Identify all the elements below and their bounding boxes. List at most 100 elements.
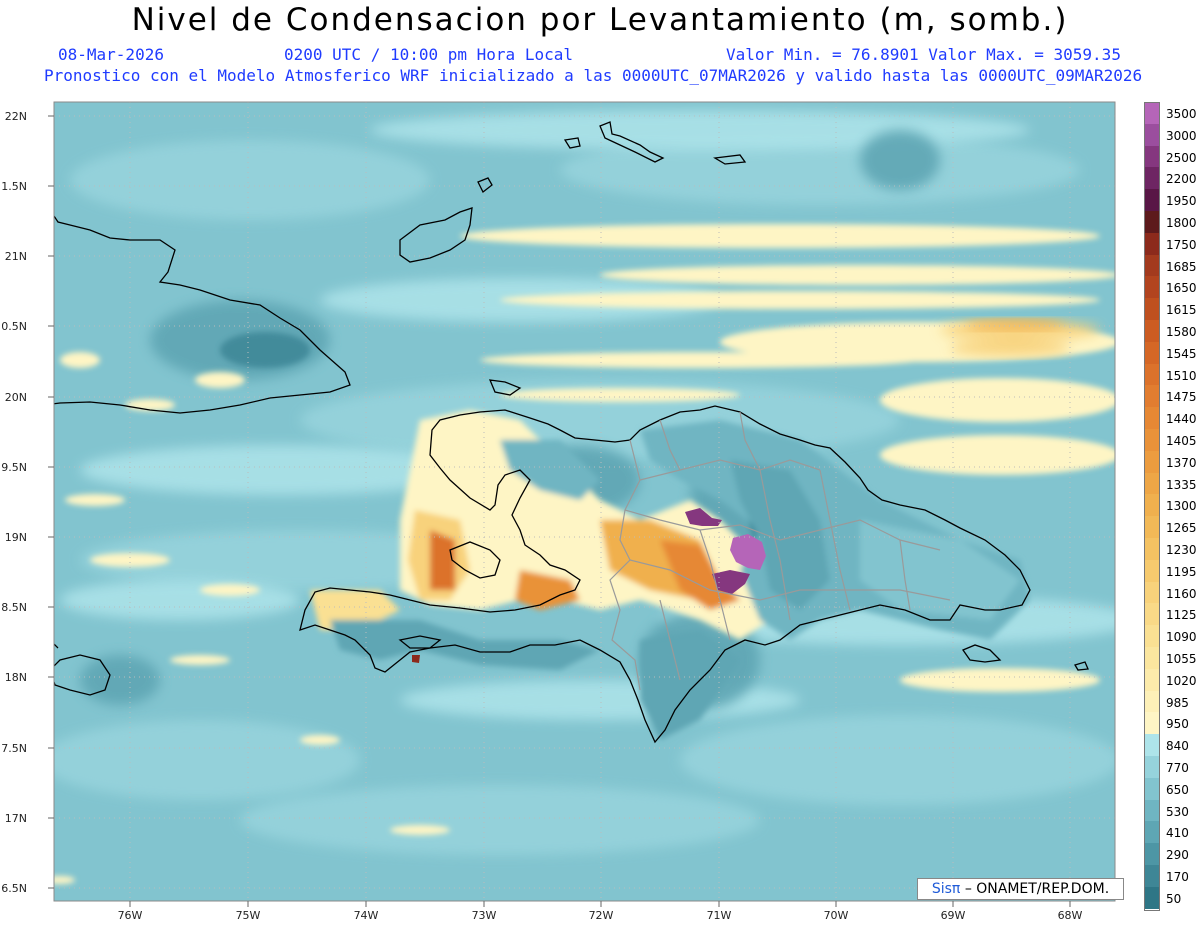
colorbar-swatch [1145, 450, 1159, 474]
colorbar-swatch [1145, 668, 1159, 692]
lat-label-21-5n: 1.5N [1, 180, 27, 193]
lon-label-69w: 69W [941, 909, 966, 922]
lon-label-76w: 76W [118, 909, 143, 922]
colorbar-swatch [1145, 559, 1159, 583]
lon-label-74w: 74W [354, 909, 379, 922]
colorbar-frame [1144, 102, 1160, 911]
valid-date: 08-Mar-2026 [58, 45, 164, 64]
credit-brand: Sis [931, 881, 952, 897]
colorbar-label: 1370 [1166, 455, 1197, 470]
colorbar-label: 1265 [1166, 521, 1197, 536]
colorbar-label: 650 [1166, 782, 1189, 797]
colorbar-label: 1475 [1166, 390, 1197, 405]
colorbar-swatch [1145, 298, 1159, 321]
colorbar-label: 1615 [1166, 303, 1197, 318]
lat-label-16-5n: 6.5N [1, 882, 27, 895]
colorbar-label: 950 [1166, 717, 1189, 732]
lat-label-17-5n: 7.5N [1, 742, 27, 755]
value-range: Valor Min. = 76.8901 Valor Max. = 3059.3… [726, 45, 1121, 64]
colorbar-label: 1090 [1166, 630, 1197, 645]
colorbar-swatch [1145, 211, 1159, 234]
colorbar-swatch [1145, 167, 1159, 190]
lat-label-17n: 17N [5, 812, 27, 825]
colorbar-label: 1335 [1166, 477, 1197, 492]
grid [54, 102, 1115, 901]
colorbar-label: 410 [1166, 826, 1189, 841]
colorbar-swatch [1145, 429, 1159, 452]
colorbar-label: 1580 [1166, 325, 1197, 339]
tick-marks [48, 115, 1071, 907]
colorbar-label: 1545 [1166, 346, 1197, 361]
colorbar-swatch [1145, 189, 1159, 212]
lon-label-68w: 68W [1058, 909, 1083, 922]
lat-label-19-5n: 9.5N [1, 461, 27, 474]
colorbar-swatch [1145, 123, 1159, 147]
lat-label-18n: 18N [5, 671, 27, 684]
lon-label-73w: 73W [472, 909, 497, 922]
colorbar-label: 1440 [1166, 412, 1197, 427]
colorbar-swatch [1145, 777, 1159, 801]
lon-label-70w: 70W [824, 909, 849, 922]
province-borders [609, 411, 951, 691]
lat-label-20-5n: 0.5N [1, 320, 27, 333]
colorbar-swatch [1145, 232, 1159, 256]
colorbar-label: 1055 [1166, 652, 1197, 666]
colorbar-label: 3500 [1166, 107, 1197, 121]
colorbar-swatch [1145, 254, 1159, 277]
colorbar-swatch [1145, 625, 1159, 648]
colorbar-swatch [1145, 102, 1159, 125]
colorbar-label: 1230 [1166, 543, 1197, 557]
colorbar-swatch [1145, 581, 1159, 604]
colorbar-swatch [1145, 603, 1159, 626]
colorbar-label: 1300 [1166, 499, 1197, 514]
colorbar-swatch [1145, 865, 1159, 888]
map-title: Nivel de Condensacion por Levantamiento … [131, 2, 1069, 38]
colorbar-label: 840 [1166, 739, 1189, 754]
model-info: Pronostico con el Modelo Atmosferico WRF… [44, 66, 1143, 85]
lcl-field [54, 102, 1115, 901]
lon-label-72w: 72W [589, 909, 614, 922]
colorbar-swatch [1145, 341, 1159, 365]
colorbar-swatch [1145, 363, 1159, 386]
colorbar-swatch [1145, 472, 1159, 495]
colorbar-label: 290 [1166, 848, 1189, 863]
colorbar-label: 1950 [1166, 194, 1197, 209]
credit-box: Sisπ – ONAMET/REP.DOM. [917, 878, 1124, 900]
colorbar-swatch [1145, 276, 1159, 299]
colorbar-label: 1160 [1166, 586, 1197, 601]
colorbar-label: 1020 [1166, 673, 1197, 688]
lat-label-19n: 19N [5, 531, 27, 544]
colorbar-label: 3000 [1166, 128, 1197, 143]
colorbar-label: 1510 [1166, 368, 1197, 383]
colorbar-swatch [1145, 538, 1159, 561]
colorbar-swatch [1145, 385, 1159, 408]
colorbar-swatch [1145, 734, 1159, 757]
colorbar-label: 1685 [1166, 259, 1197, 274]
lon-label-75w: 75W [236, 909, 261, 922]
credit-text: – ONAMET/REP.DOM. [964, 881, 1110, 897]
colorbar-label: 1195 [1166, 564, 1197, 579]
colorbar-label: 530 [1166, 804, 1189, 819]
colorbar-swatch [1145, 690, 1159, 713]
colorbar-swatch [1145, 407, 1159, 430]
lat-label-22n: 22N [5, 110, 27, 123]
pi-symbol: π [951, 881, 961, 897]
colorbar-label: 50 [1166, 891, 1182, 906]
colorbar-label: 1125 [1166, 608, 1197, 623]
colorbar-label: 1750 [1166, 237, 1197, 252]
colorbar-label: 170 [1166, 870, 1189, 884]
coastlines [54, 121, 1089, 744]
colorbar-label: 2500 [1166, 150, 1197, 165]
colorbar-label: 1650 [1166, 281, 1197, 296]
colorbar-swatch [1145, 799, 1159, 822]
colorbar-label: 770 [1166, 761, 1189, 775]
lat-label-20n: 20N [5, 391, 27, 404]
colorbar-swatch [1145, 756, 1159, 779]
colorbar-label: 1405 [1166, 434, 1197, 448]
colorbar-swatch [1145, 647, 1159, 670]
colorbar-swatch [1145, 145, 1159, 168]
valid-time: 0200 UTC / 10:00 pm Hora Local [284, 45, 573, 64]
colorbar-label: 1800 [1166, 216, 1197, 230]
colorbar-swatch [1145, 494, 1159, 517]
